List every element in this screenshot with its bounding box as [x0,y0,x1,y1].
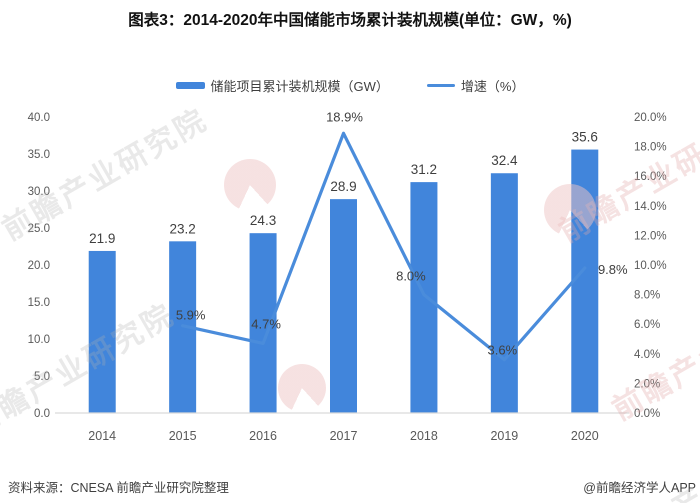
right-axis-tick: 18.0% [634,142,667,154]
bar-series-swatch-icon [175,81,205,89]
bar-label-2018: 31.2 [411,162,437,177]
right-axis-tick: 0.0% [634,408,660,420]
x-axis-label-2016: 2016 [249,429,277,443]
bar-2019 [490,173,518,413]
left-axis-tick: 40.0 [28,112,50,124]
right-axis-tick: 12.0% [634,230,667,242]
line-series-swatch-icon [426,83,455,87]
right-axis-tick: 8.0% [634,290,660,302]
bar-label-2014: 21.9 [89,231,115,246]
right-axis-tick: 14.0% [634,201,667,213]
x-axis-label-2017: 2017 [330,429,358,443]
bar-2014 [88,250,116,413]
bar-2018 [410,182,438,413]
line-label-2016: 4.7% [251,316,281,331]
right-axis-tick: 4.0% [634,349,660,361]
source-text: 资料来源：CNESA 前瞻产业研究院整理 [8,481,229,495]
right-axis-tick: 10.0% [634,260,667,272]
line-label-2020: 9.8% [598,262,628,277]
x-axis-label-2020: 2020 [571,429,599,443]
right-axis-tick: 2.0% [634,378,660,390]
bar-label-2015: 23.2 [170,221,196,236]
chart-title: 图表3：2014-2020年中国储能市场累计装机规模(单位：GW，%) [128,12,572,29]
x-axis-label-2018: 2018 [410,429,438,443]
bar-2017 [330,199,357,413]
x-axis-label-2014: 2014 [88,429,116,443]
line-label-2019: 3.6% [488,343,518,358]
left-axis-tick: 35.0 [28,149,50,161]
right-axis-tick: 6.0% [634,319,660,331]
legend-item-bar-series: 储能项目累计装机规模（GW） [175,76,389,95]
right-axis-tick: 16.0% [634,171,667,183]
legend-label-line-series: 增速（%） [460,78,525,94]
line-label-2018: 8.0% [396,269,426,284]
right-axis-tick: 20.0% [634,112,667,124]
left-axis-tick: 15.0 [28,297,50,309]
legend-label-bar-series: 储能项目累计装机规模（GW） [210,78,389,94]
line-label-2015: 5.9% [176,308,206,323]
left-axis-tick: 5.0 [34,371,50,383]
bar-2020 [571,149,599,413]
bar-label-2019: 32.4 [491,153,518,168]
bar-label-2020: 35.6 [572,130,598,145]
left-axis-tick: 25.0 [28,223,50,235]
left-axis-tick: 30.0 [28,186,50,198]
line-label-2017: 18.9% [326,109,363,124]
left-axis-tick: 20.0 [28,260,50,272]
left-axis-tick: 10.0 [28,334,50,346]
legend: 储能项目累计装机规模（GW） 增速（%） [0,76,700,94]
x-axis-label-2019: 2019 [490,429,518,443]
bar-label-2016: 24.3 [250,213,276,228]
publisher-text: @前瞻经济学人APP [583,481,696,495]
left-axis-tick: 0.0 [34,408,50,420]
legend-item-line-series: 增速（%） [426,76,525,95]
bar-label-2017: 28.9 [330,179,356,194]
x-axis-label-2015: 2015 [169,429,197,443]
source-row: 资料来源：CNESA 前瞻产业研究院整理 @前瞻经济学人APP [0,477,700,495]
growth-line [181,131,587,362]
